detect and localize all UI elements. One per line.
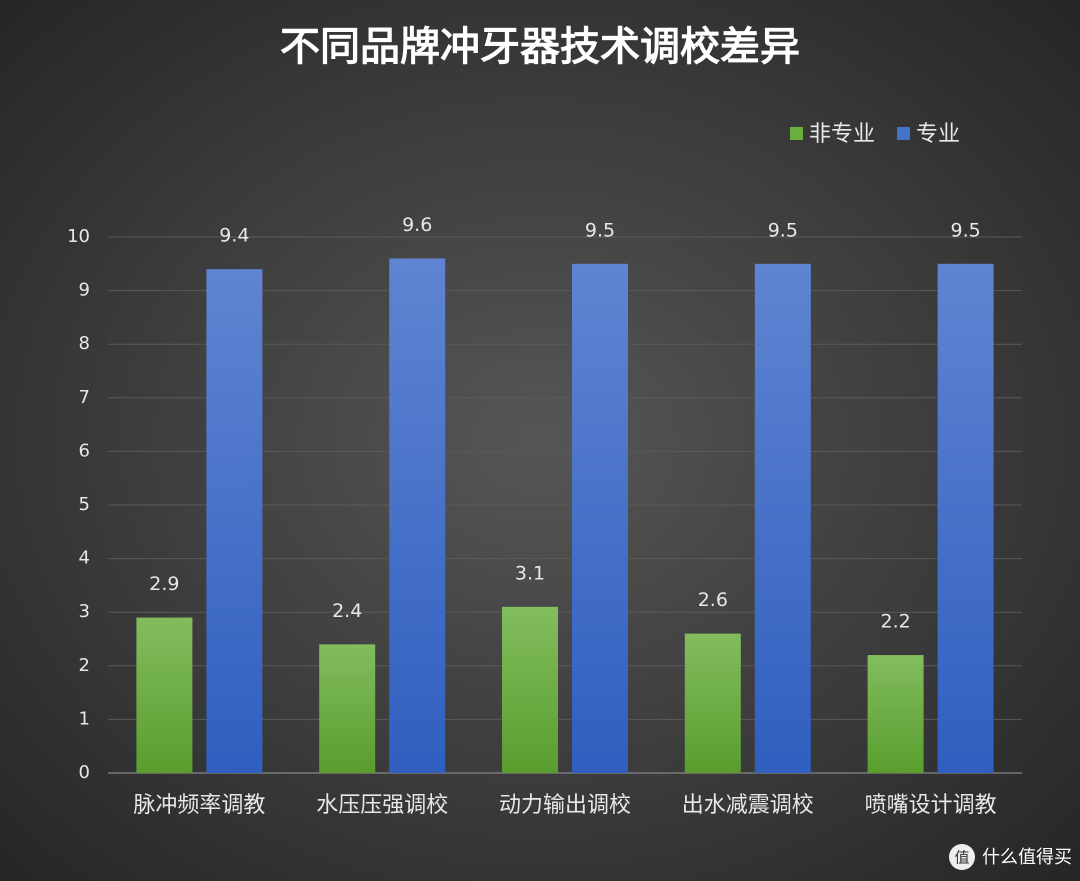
y-tick-label: 10 [67, 226, 90, 247]
y-tick-label: 7 [79, 387, 90, 408]
y-tick-label: 8 [79, 333, 90, 354]
legend-swatch [897, 127, 911, 140]
bar [754, 263, 811, 773]
x-tick-label: 动力输出调校 [499, 793, 631, 818]
value-label: 9.5 [585, 219, 615, 241]
y-tick-label: 5 [79, 494, 90, 515]
bar [319, 644, 376, 773]
value-label: 9.6 [402, 214, 432, 236]
value-label: 2.9 [149, 573, 179, 595]
value-label: 3.1 [515, 562, 545, 584]
value-label: 2.6 [698, 589, 728, 611]
y-tick-label: 2 [79, 655, 90, 676]
y-tick-label: 9 [79, 280, 90, 301]
chart-title: 不同品牌冲牙器技术调校差异 [280, 23, 800, 70]
x-tick-label: 水压压强调校 [316, 793, 448, 818]
x-tick-label: 脉冲频率调教 [133, 793, 265, 818]
watermark: 值 什么值得买 [949, 844, 1072, 870]
y-tick-label: 6 [79, 440, 90, 461]
bar [389, 258, 446, 773]
value-label: 2.2 [880, 611, 910, 633]
legend-swatch [790, 127, 803, 140]
bar [136, 617, 193, 773]
bar [206, 269, 263, 773]
watermark-icon-bg [949, 844, 975, 870]
bar [502, 606, 558, 773]
legend-label: 专业 [916, 122, 960, 147]
legend-label: 非专业 [809, 122, 875, 147]
x-tick-label: 喷嘴设计调教 [865, 793, 997, 818]
bar [937, 263, 994, 773]
bar [684, 633, 741, 773]
value-label: 2.4 [332, 600, 362, 622]
value-label: 9.5 [768, 219, 798, 241]
watermark-icon: 值 [954, 849, 969, 867]
watermark-text: 什么值得买 [982, 847, 1072, 868]
y-tick-label: 1 [79, 708, 90, 729]
x-tick-label: 出水减震调校 [682, 793, 814, 818]
value-label: 9.5 [950, 219, 980, 241]
y-tick-label: 3 [79, 601, 90, 622]
bar [867, 655, 924, 773]
value-label: 9.4 [219, 225, 249, 247]
y-tick-label: 0 [79, 762, 90, 783]
y-tick-label: 4 [79, 548, 90, 569]
bar [572, 263, 628, 773]
